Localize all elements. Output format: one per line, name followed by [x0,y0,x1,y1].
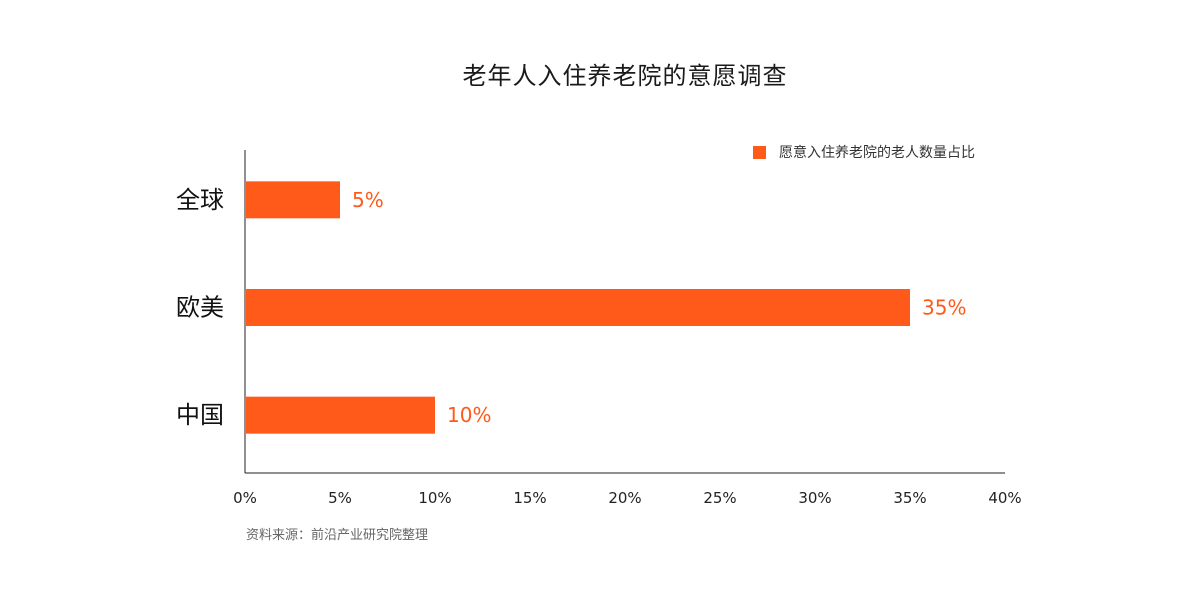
legend: 愿意入住养老院的老人数量占比 [753,141,975,163]
x-tick-label: 35% [893,489,926,507]
data-label: 35% [922,296,966,320]
x-tick-label: 20% [608,489,641,507]
axes-layer [244,150,1005,474]
bar [246,181,340,219]
x-tick-label: 5% [328,489,352,507]
category-label: 中国 [176,401,224,429]
x-tick-label: 10% [418,489,451,507]
chart-title: 老年人入住养老院的意愿调查 [462,62,788,90]
x-tick-label: 25% [703,489,736,507]
legend-label: 愿意入住养老院的老人数量占比 [779,145,975,161]
labels-layer: 0% 5% 10% 15% 20% 25% 30% 35% 40% 全球 5% 欧美 35% 中国 10% [176,186,1022,507]
data-label: 10% [447,403,491,427]
legend-swatch [753,145,766,159]
bar [246,289,910,326]
x-tick-label: 30% [798,489,831,507]
data-label: 5% [352,188,384,212]
x-tick-label: 40% [988,489,1021,507]
x-tick-label: 15% [513,489,546,507]
category-label: 全球 [176,186,224,214]
source-note: 资料来源：前沿产业研究院整理 [246,528,429,543]
x-tick-label: 0% [233,489,257,507]
bar [246,396,435,434]
category-label: 欧美 [176,294,224,322]
bars-layer [246,181,910,434]
